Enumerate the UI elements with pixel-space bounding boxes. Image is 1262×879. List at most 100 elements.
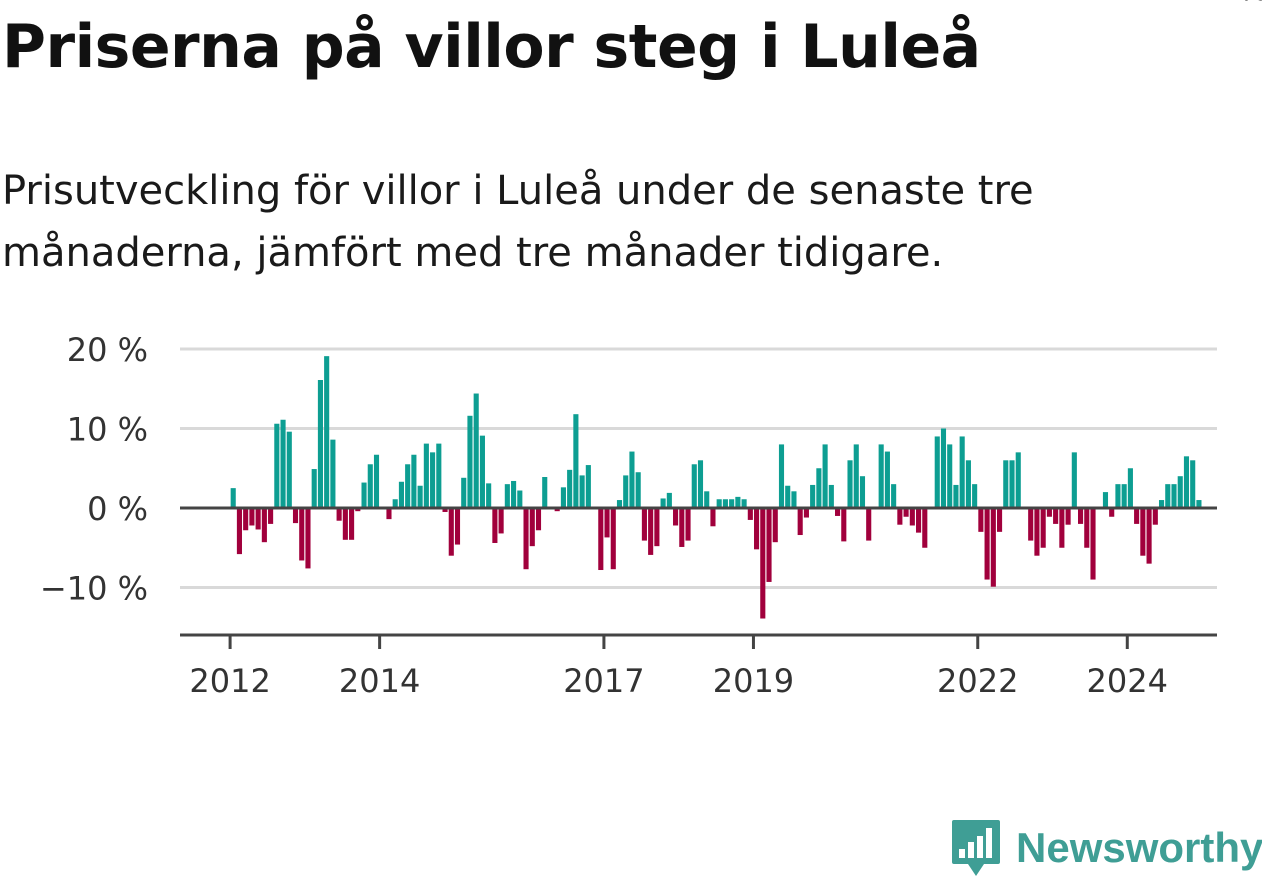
bar-negative <box>835 508 841 516</box>
bar-positive <box>280 419 286 508</box>
bar-positive <box>953 484 959 508</box>
bar-negative <box>498 508 504 534</box>
y-tick-label: 0 % <box>87 490 148 528</box>
bar-negative <box>916 508 922 533</box>
bar-positive <box>479 435 485 508</box>
bar-positive <box>230 488 236 509</box>
bar-negative <box>1034 508 1040 556</box>
bar-positive <box>367 464 373 508</box>
bar-negative <box>535 508 542 531</box>
bar-negative <box>1152 508 1158 525</box>
bar-positive <box>311 469 317 509</box>
bar-positive <box>1158 500 1165 508</box>
bar-positive <box>884 451 890 509</box>
bar-negative <box>673 508 679 526</box>
bar-positive <box>891 484 897 508</box>
bar-positive <box>330 439 336 508</box>
bar-negative <box>610 508 616 570</box>
bar-negative <box>1078 508 1084 524</box>
bar-positive <box>822 444 828 508</box>
bar-negative <box>679 508 685 547</box>
bar-positive <box>934 436 940 508</box>
bar-positive <box>660 498 666 508</box>
bar-negative <box>243 508 249 531</box>
bar-negative <box>1134 508 1140 524</box>
grid-lines <box>180 347 1217 589</box>
bar-negative <box>349 508 355 540</box>
y-tick-label: −10 % <box>40 570 148 608</box>
bar-negative <box>766 508 772 582</box>
bar-positive <box>504 484 510 508</box>
bar-positive <box>467 415 473 508</box>
bar-positive <box>959 436 965 508</box>
bar-positive <box>828 484 834 508</box>
bar-positive <box>405 464 411 508</box>
bar-positive <box>417 485 423 508</box>
bar-negative <box>984 508 990 580</box>
bar-negative <box>604 508 610 538</box>
bar-positive <box>1102 492 1109 508</box>
bar-negative <box>236 508 242 555</box>
chart-title: Priserna på villor steg i Luleå <box>2 12 981 82</box>
bar-negative <box>760 508 766 619</box>
bar-positive <box>878 444 884 508</box>
newsworthy-chart-icon <box>952 820 1000 876</box>
bar-positive <box>778 444 785 508</box>
bar-negative <box>1090 508 1096 580</box>
bar-negative <box>523 508 529 570</box>
x-tick-label: 2012 <box>189 662 270 700</box>
bar-positive <box>324 356 330 508</box>
bar-negative <box>1146 508 1152 564</box>
bar-positive <box>735 496 741 508</box>
bar-positive <box>616 500 623 508</box>
bar-positive <box>392 499 398 508</box>
bar-positive <box>430 452 436 508</box>
bar-negative <box>897 508 903 525</box>
bar-negative <box>554 508 560 512</box>
last-value-annotation: 1 % <box>1210 0 1262 8</box>
bar-positive <box>623 475 629 508</box>
x-tick-label: 2014 <box>339 662 420 700</box>
last-value-annotation-group: 1 % <box>1207 0 1262 11</box>
bar-negative <box>1109 508 1115 517</box>
bar-negative <box>292 508 299 524</box>
bar-positive <box>1127 468 1133 508</box>
bar-negative <box>685 508 691 541</box>
bar-negative <box>492 508 498 543</box>
bar-positive <box>411 454 417 509</box>
bar-positive <box>940 428 947 508</box>
bar-negative <box>355 508 361 512</box>
bar-positive <box>361 482 367 508</box>
x-tick-label: 2024 <box>1087 662 1168 700</box>
bar-negative <box>299 508 305 561</box>
bar-negative <box>1046 508 1052 517</box>
bar-positive <box>436 443 442 508</box>
bar-negative <box>1065 508 1071 525</box>
bar-negative <box>249 508 255 526</box>
bar-positive <box>542 477 548 508</box>
bar-positive <box>274 423 280 508</box>
bar-positive <box>810 484 816 508</box>
bar-positive <box>1015 452 1021 508</box>
bar-positive <box>741 499 747 508</box>
bar-negative <box>1028 508 1034 541</box>
bar-positive <box>1196 500 1202 508</box>
bar-negative <box>1040 508 1046 548</box>
bar-negative <box>529 508 535 547</box>
bar-negative <box>841 508 847 542</box>
bar-negative <box>1140 508 1146 556</box>
bar-negative <box>641 508 647 541</box>
bar-positive <box>1190 460 1196 508</box>
bar-positive <box>816 468 822 508</box>
bar-positive <box>567 469 573 508</box>
bar-positive <box>1009 460 1015 508</box>
bar-negative <box>442 508 448 512</box>
bar-negative <box>305 508 311 569</box>
bar-positive <box>947 444 953 508</box>
bar-negative <box>1084 508 1090 548</box>
bar-positive <box>972 484 978 508</box>
bar-positive <box>859 476 866 508</box>
bar-positive <box>373 454 380 509</box>
bar-positive <box>286 431 292 508</box>
bar-positive <box>398 481 404 508</box>
